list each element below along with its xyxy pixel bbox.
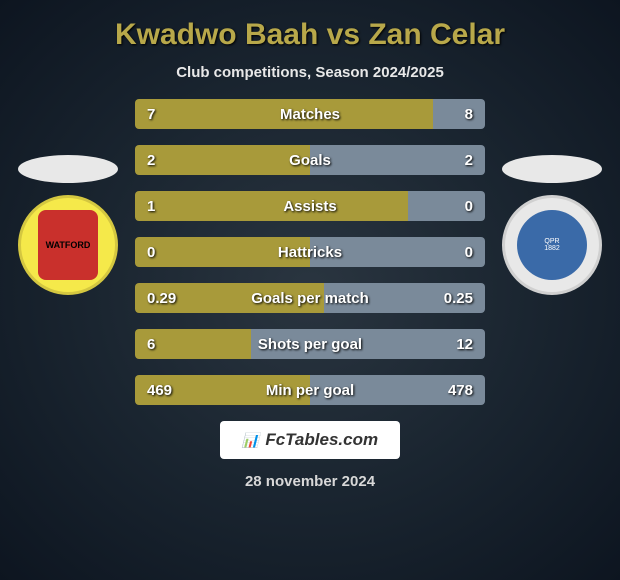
stat-bars: 78Matches 22Goals 10Assists 00Hattricks 0.29… bbox=[135, 99, 485, 405]
stat-label: Goals bbox=[135, 152, 485, 169]
qpr-year: 1882 bbox=[544, 245, 560, 252]
stat-label: Min per goal bbox=[135, 382, 485, 399]
stat-row: 10Assists bbox=[135, 191, 485, 221]
stat-row: 469478Min per goal bbox=[135, 375, 485, 405]
brand-badge[interactable]: 📊 FcTables.com bbox=[220, 421, 400, 459]
stat-row: 0.290.25Goals per match bbox=[135, 283, 485, 313]
stat-row: 22Goals bbox=[135, 145, 485, 175]
stat-row: 78Matches bbox=[135, 99, 485, 129]
stat-label: Hattricks bbox=[135, 244, 485, 261]
stat-row: 00Hattricks bbox=[135, 237, 485, 267]
date-label: 28 november 2024 bbox=[0, 473, 620, 490]
stat-label: Goals per match bbox=[135, 290, 485, 307]
team-right-block: QPR 1882 bbox=[502, 155, 602, 295]
qpr-label: QPR bbox=[544, 238, 559, 245]
team-left-crest: WATFORD bbox=[18, 195, 118, 295]
stat-label: Matches bbox=[135, 106, 485, 123]
stat-label: Shots per goal bbox=[135, 336, 485, 353]
team-left-block: WATFORD bbox=[18, 155, 118, 295]
page-title: Kwadwo Baah vs Zan Celar bbox=[0, 18, 620, 52]
chart-icon: 📊 bbox=[242, 432, 259, 449]
oval-shadow-left bbox=[18, 155, 118, 183]
comparison-card: Kwadwo Baah vs Zan Celar Club competitio… bbox=[0, 0, 620, 580]
stat-label: Assists bbox=[135, 198, 485, 215]
stat-row: 612Shots per goal bbox=[135, 329, 485, 359]
team-right-crest: QPR 1882 bbox=[502, 195, 602, 295]
team-left-crest-inner: WATFORD bbox=[38, 210, 98, 280]
oval-shadow-right bbox=[502, 155, 602, 183]
team-right-crest-inner: QPR 1882 bbox=[517, 210, 587, 280]
subtitle: Club competitions, Season 2024/2025 bbox=[0, 64, 620, 81]
brand-label: FcTables.com bbox=[265, 430, 378, 450]
